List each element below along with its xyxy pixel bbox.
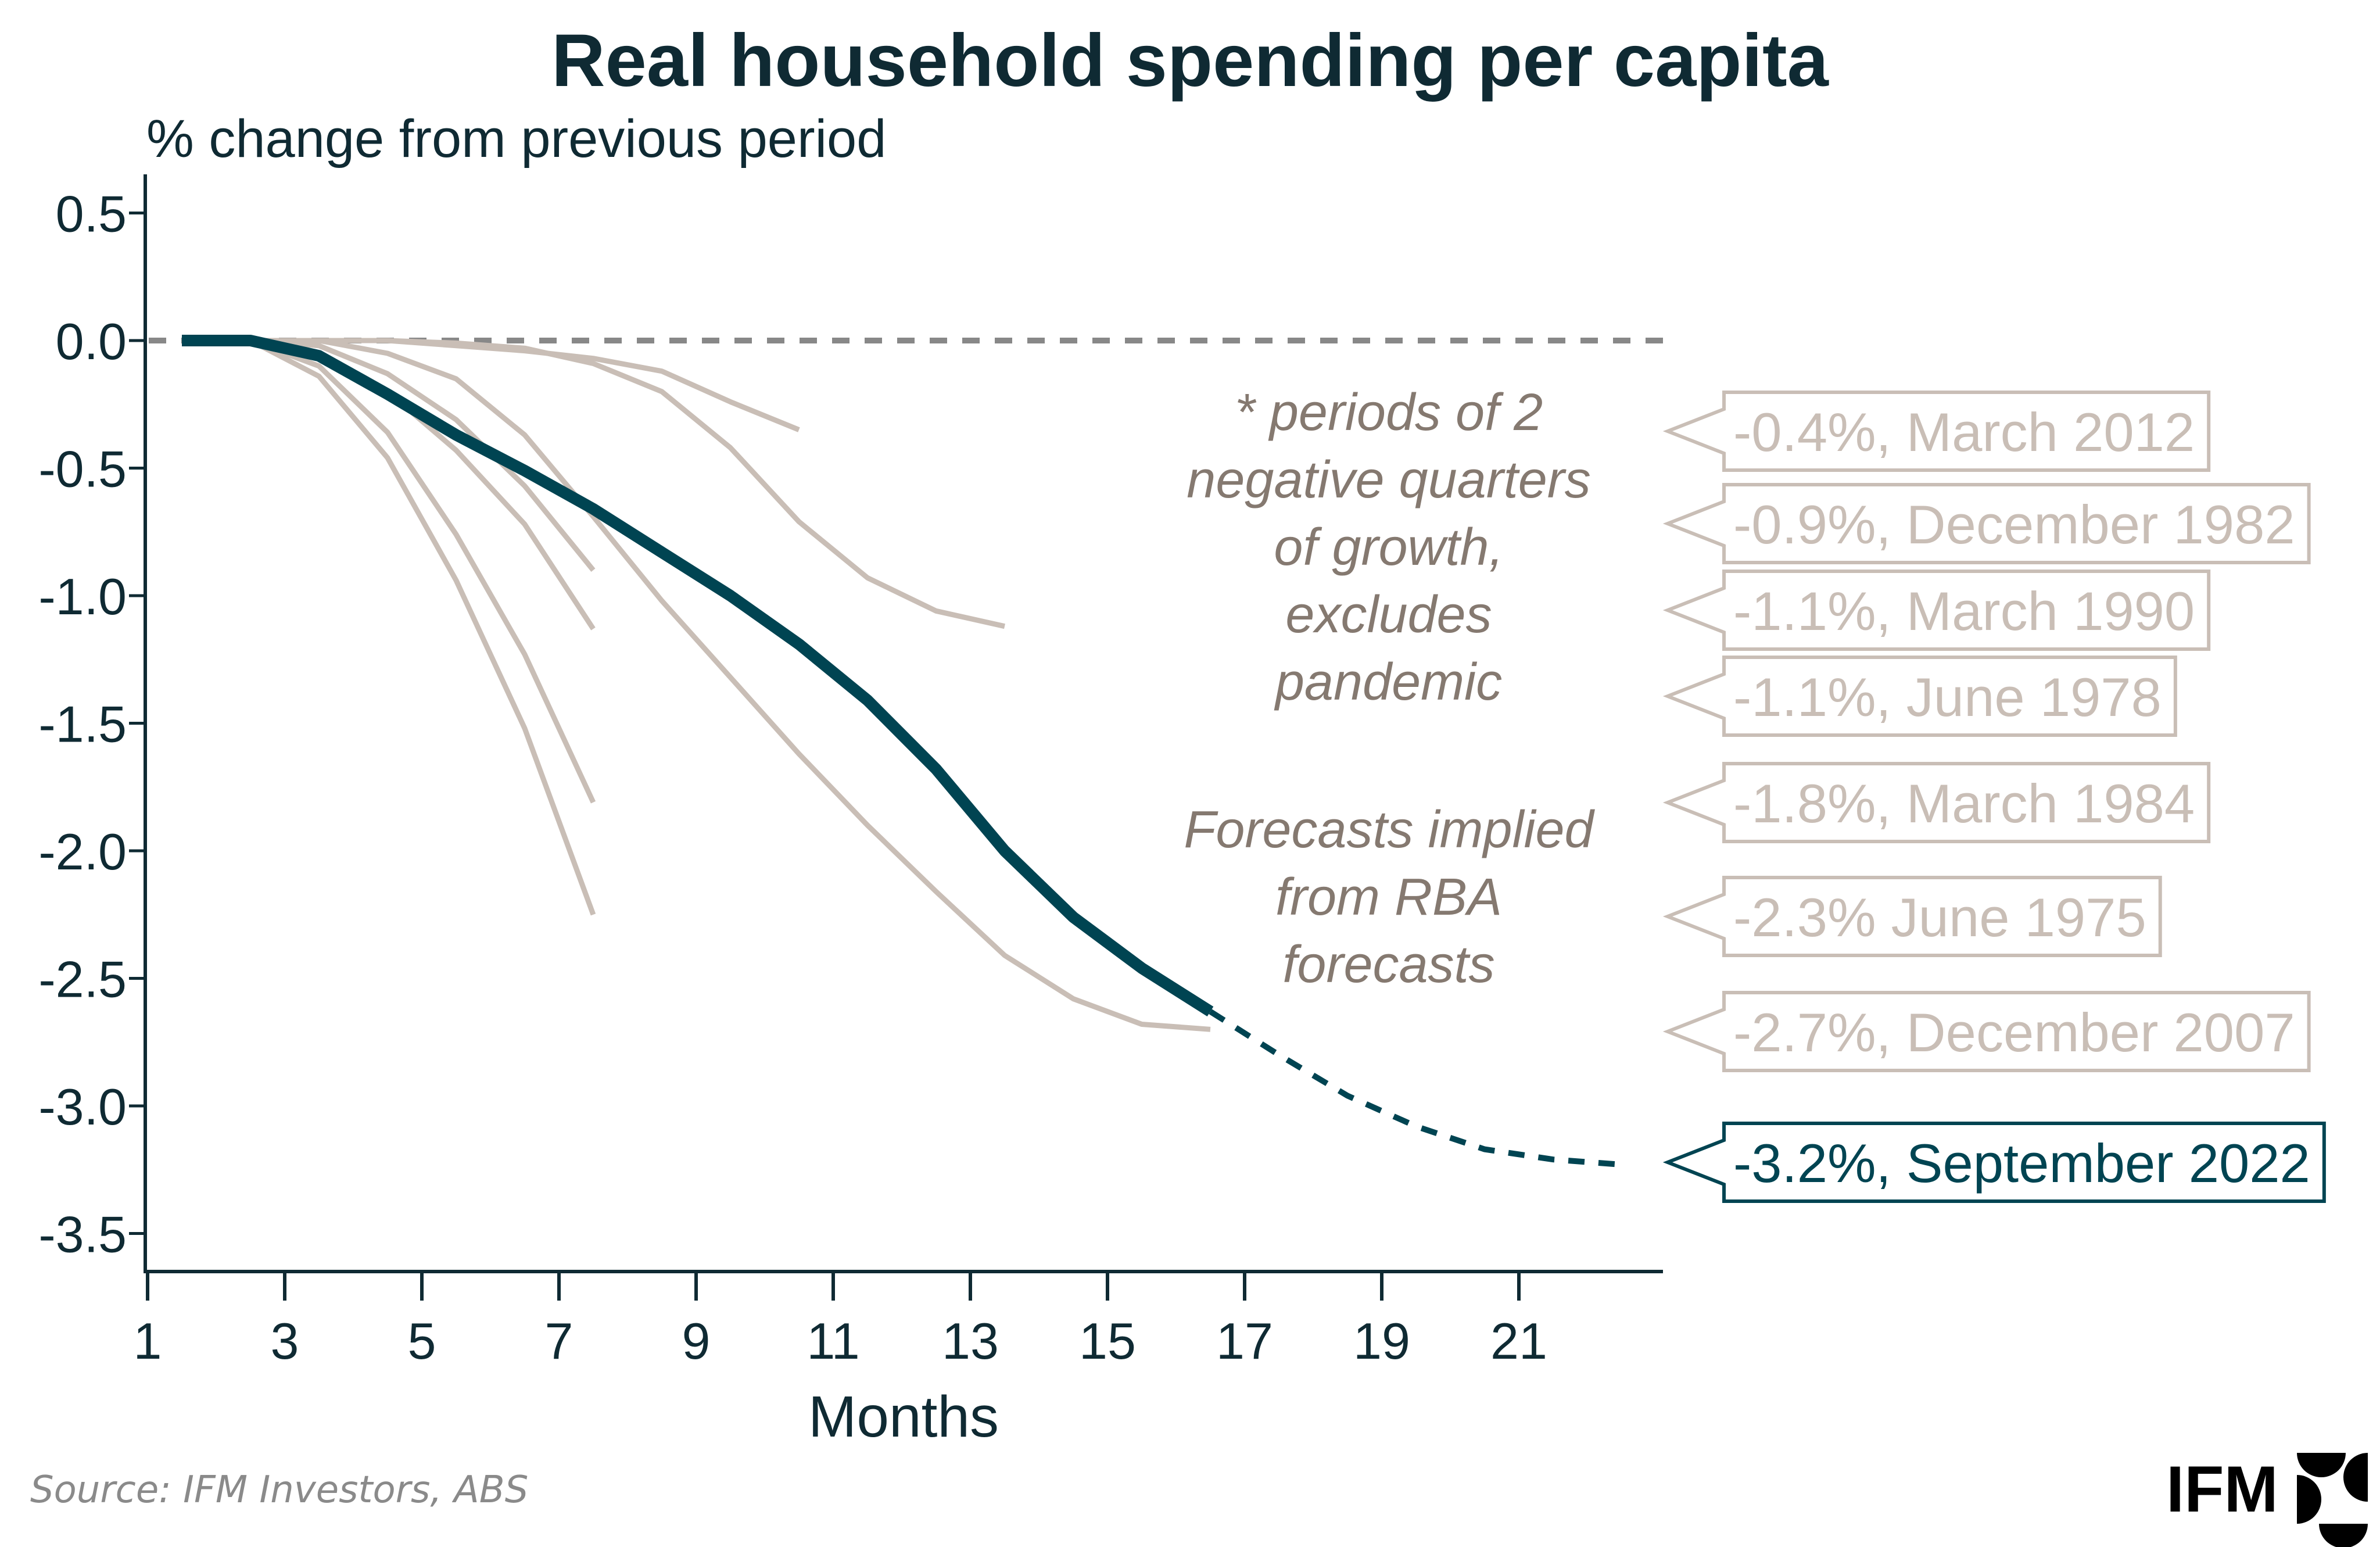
series-label-text: -0.9%, December 1982 (1733, 494, 2295, 555)
series-label-box (1662, 762, 2211, 843)
series-label-june-1975: -2.3% June 1975 (1662, 876, 2162, 957)
series-label-text: -2.7%, December 2007 (1733, 1002, 2295, 1063)
source-note: Source: IFM Investors, ABS (30, 1469, 528, 1512)
x-tick-label: 17 (1216, 1312, 1273, 1370)
annotation-line: excludes (1285, 586, 1492, 644)
x-tick-label: 5 (408, 1312, 436, 1370)
x-tick-label: 3 (271, 1312, 299, 1370)
series-label-text: -0.4%, March 2012 (1733, 402, 2195, 463)
ifm-logo: IFM (2166, 1453, 2368, 1547)
series-label-june-1978: -1.1%, June 1978 (1662, 656, 2177, 737)
y-tick-label: 0.0 (56, 313, 127, 370)
series-label-march-2012: -0.4%, March 2012 (1662, 391, 2211, 472)
series-line-september-2022 (182, 335, 1214, 1017)
series-line-march-1984 (249, 338, 596, 804)
annotation-line: * periods of 2 (1235, 384, 1543, 442)
series-label-box (1662, 991, 2311, 1072)
forecast-line-september-2022 (1209, 1009, 1622, 1168)
highlight-series-layer (182, 335, 1622, 1168)
x-tick-label: 19 (1353, 1312, 1410, 1370)
annotation-line: of growth, (1274, 518, 1503, 576)
x-tick-label: 1 (134, 1312, 162, 1370)
y-ticks: 0.5 0.0 -0.5 -1.0 -1.5 -2.0 -2.5 -3.0 -3.5 (38, 185, 145, 1263)
series-label-box (1662, 483, 2311, 564)
annotation-line: Forecasts implied (1184, 801, 1595, 859)
x-tick-label: 15 (1079, 1312, 1136, 1370)
series-label-box (1662, 1122, 2326, 1203)
y-tick-label: 0.5 (56, 185, 127, 243)
annotation-line: forecasts (1282, 936, 1494, 994)
y-tick-label: -2.0 (38, 823, 127, 880)
series-label-march-1984: -1.8%, March 1984 (1662, 762, 2211, 843)
series-line-march-1990 (250, 338, 596, 572)
series-label-march-1990: -1.1%, March 1990 (1662, 570, 2211, 651)
series-line-june-1975 (249, 338, 596, 916)
x-ticks: 1 3 5 7 9 11 13 15 17 19 21 (134, 1273, 1547, 1370)
annotation-line: negative quarters (1187, 451, 1590, 509)
series-label-december-1982: -0.9%, December 1982 (1662, 483, 2311, 564)
history-series-layer (249, 338, 1211, 1032)
series-label-box (1662, 570, 2211, 651)
x-axis-title: Months (808, 1384, 999, 1449)
series-label-text: -3.2%, September 2022 (1733, 1133, 2310, 1194)
annotation-line: from RBA (1275, 868, 1502, 926)
x-tick-label: 9 (682, 1312, 711, 1370)
series-labels: -0.4%, March 2012 -0.9%, December 1982 -1.… (1662, 391, 2326, 1203)
series-label-september-2022: -3.2%, September 2022 (1662, 1122, 2326, 1203)
x-tick-label: 11 (807, 1312, 859, 1370)
x-tick-label: 21 (1490, 1312, 1547, 1370)
series-line-december-2007 (318, 338, 1211, 1032)
series-label-text: -2.3% June 1975 (1733, 887, 2146, 948)
series-label-text: -1.1%, June 1978 (1733, 667, 2162, 728)
y-tick-label: -1.0 (38, 568, 127, 625)
ifm-logo-mark-icon (2297, 1453, 2368, 1547)
series-label-december-2007: -2.7%, December 2007 (1662, 991, 2311, 1072)
y-tick-label: -3.5 (38, 1206, 127, 1263)
chart-title: Real household spending per capita (551, 19, 1829, 102)
y-tick-label: -3.0 (38, 1078, 127, 1136)
series-label-text: -1.1%, March 1990 (1733, 581, 2195, 642)
series-line-december-1982 (250, 338, 1005, 629)
series-label-text: -1.8%, March 1984 (1733, 773, 2195, 834)
ifm-logo-text: IFM (2166, 1453, 2278, 1525)
y-tick-label: -0.5 (38, 441, 127, 498)
y-tick-label: -1.5 (38, 696, 127, 753)
y-tick-label: -2.5 (38, 951, 127, 1008)
x-tick-label: 13 (942, 1312, 999, 1370)
series-label-box (1662, 656, 2177, 737)
x-tick-label: 7 (545, 1312, 574, 1370)
annotations: * periods of 2 negative quarters of growth… (1184, 384, 1595, 994)
series-label-box (1662, 876, 2162, 957)
series-label-box (1662, 391, 2211, 472)
annotation-line: pandemic (1274, 653, 1502, 711)
y-axis-unit-label: % change from previous period (146, 109, 886, 169)
